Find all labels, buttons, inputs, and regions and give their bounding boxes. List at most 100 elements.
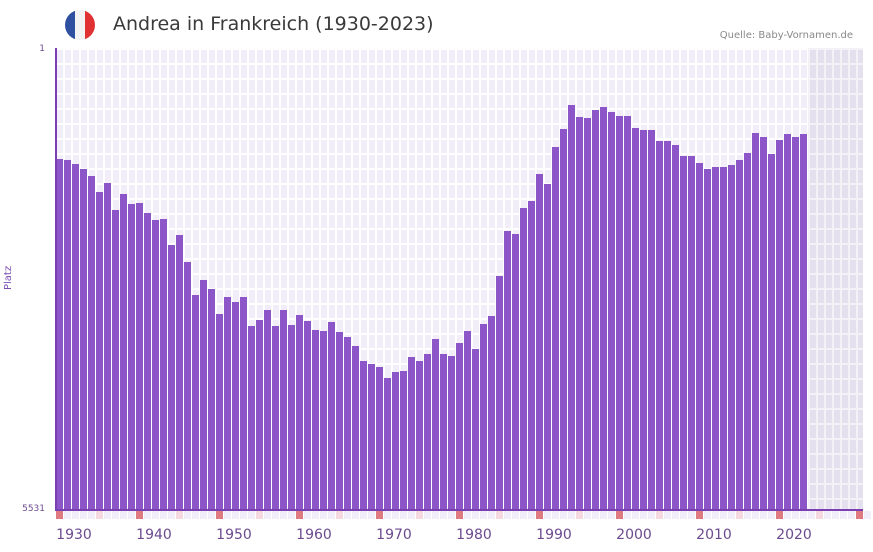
bar-2015[interactable] [736, 159, 743, 510]
bar-1985[interactable] [496, 276, 503, 510]
bar-1936[interactable] [104, 182, 111, 510]
x-tick-2008 [688, 511, 695, 519]
bar-2022[interactable] [792, 137, 799, 510]
bar-1957[interactable] [272, 326, 279, 510]
bar-1998[interactable] [600, 107, 607, 510]
bar-1961[interactable] [304, 321, 311, 510]
bar-1954[interactable] [248, 326, 255, 510]
bar-1989[interactable] [528, 200, 535, 510]
bar-1940[interactable] [136, 202, 143, 510]
bar-1937[interactable] [112, 209, 119, 510]
bar-1981[interactable] [464, 331, 471, 510]
bar-1988[interactable] [520, 207, 527, 510]
bar-1960[interactable] [296, 315, 303, 510]
bar-1992[interactable] [552, 147, 559, 510]
bar-1935[interactable] [96, 191, 103, 510]
bar-1983[interactable] [480, 324, 487, 510]
bar-1979[interactable] [448, 356, 455, 510]
bar-1968[interactable] [360, 361, 367, 510]
bar-2014[interactable] [728, 164, 735, 510]
bar-2011[interactable] [704, 168, 711, 510]
bar-1944[interactable] [168, 244, 175, 510]
bar-1976[interactable] [424, 354, 431, 510]
bar-1963[interactable] [320, 331, 327, 510]
bar-1972[interactable] [392, 372, 399, 510]
x-tick-1979 [456, 511, 463, 519]
bar-1959[interactable] [288, 325, 295, 510]
bar-1943[interactable] [160, 218, 167, 510]
bar-1967[interactable] [352, 346, 359, 510]
bar-1970[interactable] [376, 367, 383, 510]
bar-1945[interactable] [176, 234, 183, 510]
x-tick-1962 [320, 511, 327, 519]
bar-1932[interactable] [72, 163, 79, 510]
bar-1950[interactable] [216, 314, 223, 510]
x-tick-1977 [440, 511, 447, 519]
bar-1971[interactable] [384, 377, 391, 510]
bar-1938[interactable] [120, 193, 127, 510]
bar-1987[interactable] [512, 233, 519, 510]
bar-2008[interactable] [680, 156, 687, 510]
bar-1984[interactable] [488, 316, 495, 510]
bar-1953[interactable] [240, 297, 247, 510]
bar-1964[interactable] [328, 322, 335, 510]
bar-1958[interactable] [280, 310, 287, 510]
bar-2012[interactable] [712, 166, 719, 510]
x-tick-2022 [800, 511, 807, 519]
bar-2000[interactable] [616, 116, 623, 510]
bar-2007[interactable] [672, 145, 679, 510]
bar-1934[interactable] [88, 175, 95, 510]
x-tick-1956 [272, 511, 279, 519]
bar-1952[interactable] [232, 302, 239, 510]
bar-1946[interactable] [184, 262, 191, 510]
bar-1977[interactable] [432, 339, 439, 510]
bar-1966[interactable] [344, 337, 351, 510]
bar-1933[interactable] [80, 168, 87, 510]
bar-2006[interactable] [664, 141, 671, 510]
bar-2010[interactable] [696, 162, 703, 510]
bar-1965[interactable] [336, 332, 343, 510]
bar-2005[interactable] [656, 141, 663, 510]
bar-1939[interactable] [128, 203, 135, 510]
bar-1969[interactable] [368, 364, 375, 510]
bar-1980[interactable] [456, 343, 463, 510]
bar-1930[interactable] [56, 158, 63, 510]
bar-1947[interactable] [192, 295, 199, 510]
bar-1948[interactable] [200, 280, 207, 510]
bar-1978[interactable] [440, 354, 447, 510]
bar-1997[interactable] [592, 110, 599, 510]
bar-2004[interactable] [648, 130, 655, 510]
bar-1995[interactable] [576, 117, 583, 510]
bar-1962[interactable] [312, 330, 319, 510]
bar-2017[interactable] [752, 133, 759, 510]
bar-1996[interactable] [584, 118, 591, 510]
bar-1942[interactable] [152, 219, 159, 510]
bar-1949[interactable] [208, 289, 215, 510]
bar-1974[interactable] [408, 357, 415, 510]
bar-1999[interactable] [608, 112, 615, 510]
bar-1993[interactable] [560, 129, 567, 510]
bar-2020[interactable] [776, 140, 783, 510]
bar-1986[interactable] [504, 230, 511, 510]
bar-1975[interactable] [416, 361, 423, 510]
bar-1991[interactable] [544, 183, 551, 510]
bar-2019[interactable] [768, 154, 775, 510]
bar-1931[interactable] [64, 159, 71, 510]
bar-2001[interactable] [624, 116, 631, 510]
bar-2002[interactable] [632, 128, 639, 510]
bar-2003[interactable] [640, 130, 647, 510]
bar-2018[interactable] [760, 137, 767, 510]
bar-1994[interactable] [568, 105, 575, 510]
bar-1951[interactable] [224, 297, 231, 510]
bar-2016[interactable] [744, 153, 751, 510]
bar-1982[interactable] [472, 349, 479, 510]
bar-2021[interactable] [784, 134, 791, 510]
bar-2023[interactable] [800, 134, 807, 510]
bar-1973[interactable] [400, 371, 407, 510]
bar-1955[interactable] [256, 320, 263, 510]
bar-1956[interactable] [264, 310, 271, 510]
bar-2013[interactable] [720, 166, 727, 510]
bar-1990[interactable] [536, 173, 543, 510]
bar-1941[interactable] [144, 212, 151, 510]
bar-2009[interactable] [688, 156, 695, 510]
